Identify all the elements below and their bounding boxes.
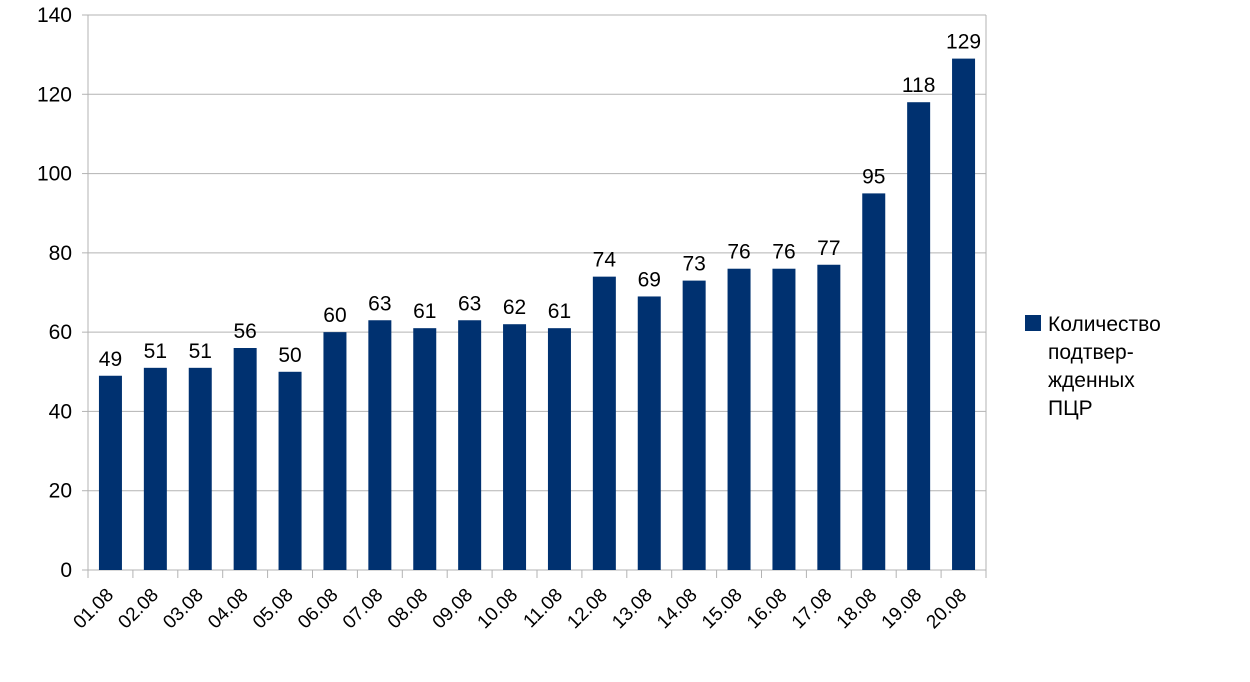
bar [907,102,931,570]
data-label: 69 [638,268,661,291]
bar [278,371,302,570]
bar [233,348,257,570]
data-label: 129 [946,31,981,54]
x-tick-label: 11.08 [520,585,567,632]
data-label: 51 [189,340,212,363]
y-tick-labels: 0 20 40 60 80 100 120 140 [37,4,72,582]
data-label: 73 [682,253,705,276]
data-label: 76 [727,241,750,264]
y-tick-label: 80 [49,242,72,265]
bar [952,58,976,570]
bar [817,264,841,570]
legend-label: Количество подтвер- жденных ПЦР [1048,313,1167,420]
data-labels: 49 51 51 56 50 60 63 61 63 62 61 74 69 73 76 76 77 95 118 1… [99,31,981,371]
bar [547,328,571,570]
y-tick-label: 40 [49,400,72,423]
x-tick-label: 17.08 [788,585,836,633]
bar [862,193,886,570]
x-tick-label: 14.08 [653,585,701,633]
legend-swatch [1025,315,1041,331]
x-tick-label: 04.08 [204,585,252,633]
x-tick-label: 10.08 [474,585,522,633]
x-tick-label: 07.08 [339,585,387,633]
bars [98,58,976,570]
y-tick-label: 20 [49,480,72,503]
bar [98,375,122,570]
y-tick-label: 140 [37,4,72,27]
data-label: 61 [548,300,571,323]
legend-label-line: жденных [1048,369,1135,392]
bar [503,324,527,570]
data-label: 51 [144,340,167,363]
bar [188,367,212,570]
x-tick-label: 19.08 [878,585,926,633]
y-tick-label: 120 [37,83,72,106]
bar [413,328,437,570]
data-label: 77 [817,237,840,260]
x-tick-label: 12.08 [563,585,611,633]
bar [592,276,616,570]
bar [458,320,482,570]
x-tick-label: 20.08 [923,585,971,633]
bar [682,280,706,570]
x-tick-label: 03.08 [159,585,207,633]
x-tick-label: 16.08 [743,585,791,633]
x-tick-label: 13.08 [608,585,656,633]
legend: Количество подтвер- жденных ПЦР [1025,313,1167,420]
data-label: 49 [99,348,122,371]
bar [368,320,392,570]
x-tick-label: 15.08 [698,585,746,633]
x-tick-label: 18.08 [833,585,881,633]
data-label: 50 [278,344,301,367]
y-tick-label: 60 [49,321,72,344]
x-tick-label: 01.08 [70,585,118,633]
x-tick-label: 09.08 [429,585,477,633]
gridlines [88,14,986,571]
x-tick-labels: 01.0802.0803.0804.0805.0806.0807.0808.08… [70,585,972,633]
bar [637,296,661,570]
data-label: 76 [772,241,795,264]
bar [772,268,796,570]
data-label: 61 [413,300,436,323]
data-label: 95 [862,165,885,188]
data-label: 63 [458,292,481,315]
data-label: 74 [593,249,617,272]
axes [82,14,987,578]
y-tick-label: 100 [37,163,72,186]
data-label: 56 [233,320,256,343]
data-label: 60 [323,304,346,327]
bar [727,268,751,570]
data-label: 63 [368,292,391,315]
data-label: 62 [503,296,526,319]
y-tick-label: 0 [60,559,72,582]
legend-label-line: подтвер- [1048,341,1134,364]
bar [143,367,167,570]
x-tick-label: 06.08 [294,585,342,633]
legend-label-line: ПЦР [1048,397,1093,420]
bar [323,332,347,570]
data-label: 118 [902,74,935,97]
x-tick-label: 02.08 [114,585,162,633]
legend-label-line: Количество [1048,313,1161,336]
x-tick-label: 08.08 [384,585,432,633]
x-tick-label: 05.08 [249,585,297,633]
